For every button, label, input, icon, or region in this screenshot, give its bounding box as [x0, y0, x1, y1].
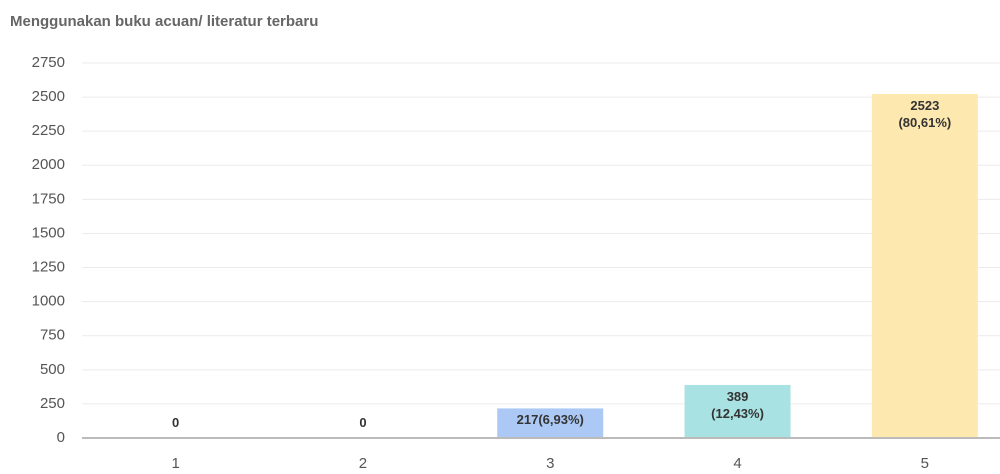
value-label: 0 [359, 415, 367, 430]
x-tick-label: 3 [546, 455, 554, 472]
y-tick-label: 2250 [32, 122, 65, 139]
chart-title: Menggunakan buku acuan/ literatur terbar… [10, 13, 318, 30]
x-tick-label: 2 [359, 455, 367, 472]
y-tick-label: 2750 [32, 54, 65, 71]
y-tick-label: 750 [40, 327, 65, 344]
value-label: 0 [172, 415, 180, 430]
y-tick-label: 1500 [32, 224, 65, 241]
y-tick-label: 0 [57, 429, 65, 446]
y-tick-label: 2500 [32, 88, 65, 105]
value-label: 2523 (80,61%) [898, 97, 952, 130]
y-tick-label: 1250 [32, 259, 65, 276]
y-tick-label: 1750 [32, 190, 65, 207]
x-tick-label: 4 [733, 455, 741, 472]
value-label: 389 (12,43%) [711, 388, 764, 421]
bar [684, 384, 791, 438]
value-label: 217(6,93%) [516, 412, 584, 428]
x-tick-label: 5 [921, 455, 929, 472]
y-tick-label: 2000 [32, 156, 65, 173]
bar [497, 408, 604, 438]
y-tick-label: 250 [40, 395, 65, 412]
x-tick-label: 1 [171, 455, 179, 472]
bar [871, 93, 978, 439]
y-tick-label: 500 [40, 361, 65, 378]
y-tick-label: 1000 [32, 293, 65, 310]
